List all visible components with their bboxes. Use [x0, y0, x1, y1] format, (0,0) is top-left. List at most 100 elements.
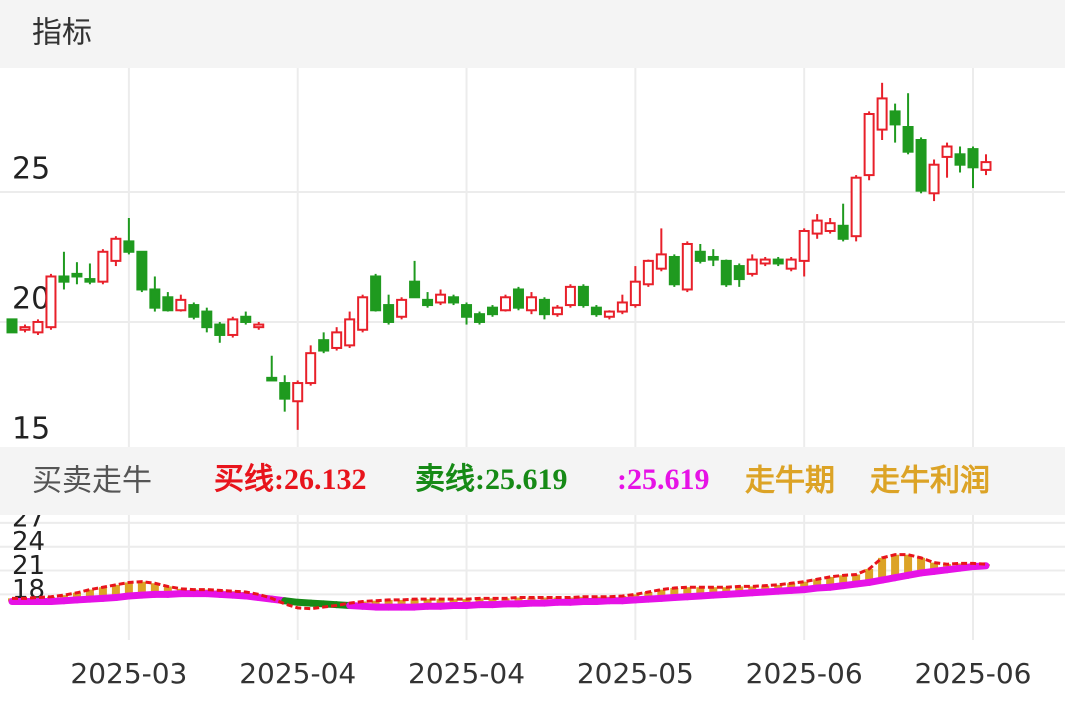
- x-tick-label: 2025-05: [577, 657, 694, 690]
- profit-bar: [813, 579, 822, 589]
- candle-body: [214, 323, 226, 336]
- candle-body: [435, 293, 447, 304]
- candle-body: [850, 176, 862, 238]
- x-axis: 2025-03 2025-04 2025-04 2025-05 2025-06 2025-…: [70, 657, 1031, 690]
- candle-body: [759, 258, 771, 265]
- profit-bar: [722, 587, 731, 595]
- profit-bar: [384, 599, 393, 608]
- candle-body: [97, 250, 109, 283]
- candle-body: [785, 258, 797, 270]
- candle-body: [902, 126, 914, 153]
- candle-body: [305, 352, 317, 385]
- profit-bar: [735, 586, 744, 594]
- candle-body: [655, 253, 667, 270]
- candle-body: [746, 258, 758, 275]
- buy-line: [12, 553, 987, 611]
- profit-bar: [436, 599, 445, 607]
- y-tick-label: 25: [12, 151, 50, 186]
- candle-body: [6, 318, 18, 334]
- candle-body: [84, 278, 96, 283]
- candle-body: [538, 298, 550, 316]
- candle-body: [292, 382, 304, 403]
- profit-bar: [410, 599, 419, 608]
- profit-bar: [72, 592, 81, 600]
- candle-body: [603, 310, 615, 318]
- profit-bar: [423, 599, 432, 607]
- legend-item: 走牛利润: [870, 464, 990, 499]
- candle-body: [863, 113, 875, 177]
- profit-bar: [98, 587, 107, 599]
- profit-bar: [397, 599, 406, 608]
- legend-item: 买线:26.132: [214, 463, 367, 496]
- candle-body: [629, 280, 641, 307]
- candle-body: [681, 242, 693, 291]
- candle-body: [370, 275, 382, 312]
- profit-bar: [683, 587, 692, 597]
- candle-body: [811, 219, 823, 235]
- x-tick-label: 2025-04: [408, 657, 525, 690]
- candle-body: [889, 110, 901, 126]
- indicator-title[interactable]: 买卖走牛: [32, 464, 152, 499]
- profit-bar: [852, 574, 861, 585]
- candle-body: [240, 315, 252, 323]
- candle-body: [266, 376, 278, 382]
- candle-body: [837, 224, 849, 240]
- candle-body: [487, 306, 499, 316]
- candle-body: [824, 222, 836, 232]
- indicator-bar: [0, 447, 1065, 515]
- candle-body: [980, 161, 992, 171]
- profit-bar: [891, 554, 900, 578]
- y-tick-label: 21: [12, 551, 45, 581]
- legend-item: :25.619: [617, 463, 710, 496]
- candle-body: [694, 250, 706, 262]
- profit-bar: [826, 576, 835, 588]
- candle-body: [915, 139, 927, 192]
- profit-bar: [124, 582, 133, 596]
- candle-body: [19, 326, 31, 331]
- candle-body: [941, 145, 953, 158]
- x-tick-label: 2025-04: [239, 657, 356, 690]
- candle-body: [409, 280, 421, 299]
- sell-line: [969, 562, 990, 571]
- candle-body: [474, 313, 486, 323]
- candle-body: [707, 255, 719, 261]
- candle-body: [253, 323, 265, 329]
- candle-body: [136, 250, 148, 291]
- candle-body: [227, 318, 239, 336]
- profit-bar: [644, 591, 653, 600]
- candle-body: [616, 301, 628, 313]
- candle-body: [383, 304, 395, 323]
- profit-bar: [150, 583, 159, 595]
- candle-body: [564, 285, 576, 307]
- candle-body: [175, 298, 187, 312]
- profit-bar: [904, 554, 913, 576]
- candle-body: [590, 306, 602, 316]
- legend-item: 走牛期: [745, 464, 835, 499]
- candle-body: [720, 259, 732, 286]
- profit-bar: [657, 589, 666, 599]
- candle-body: [954, 153, 966, 166]
- candle-body: [396, 298, 408, 318]
- profit-bar: [709, 587, 718, 596]
- price-panel: 15 20 25: [0, 68, 1065, 453]
- legend-item: 卖线:25.619: [415, 463, 568, 496]
- candle-body: [331, 331, 343, 349]
- candle-body: [149, 288, 161, 309]
- candle-body: [357, 296, 369, 331]
- x-tick-label: 2025-06: [746, 657, 863, 690]
- candle-body: [279, 382, 291, 400]
- candle-body: [642, 259, 654, 286]
- profit-bar: [865, 568, 874, 583]
- profit-bar: [163, 586, 172, 595]
- candle-body: [551, 306, 563, 316]
- candle-body: [461, 304, 473, 318]
- candle-body: [876, 97, 888, 131]
- candle-body: [318, 339, 330, 352]
- candle-body: [525, 296, 537, 312]
- profit-bar: [878, 557, 887, 581]
- header-bar: [0, 0, 1065, 68]
- candle-body: [512, 288, 524, 309]
- candle-body: [32, 320, 44, 334]
